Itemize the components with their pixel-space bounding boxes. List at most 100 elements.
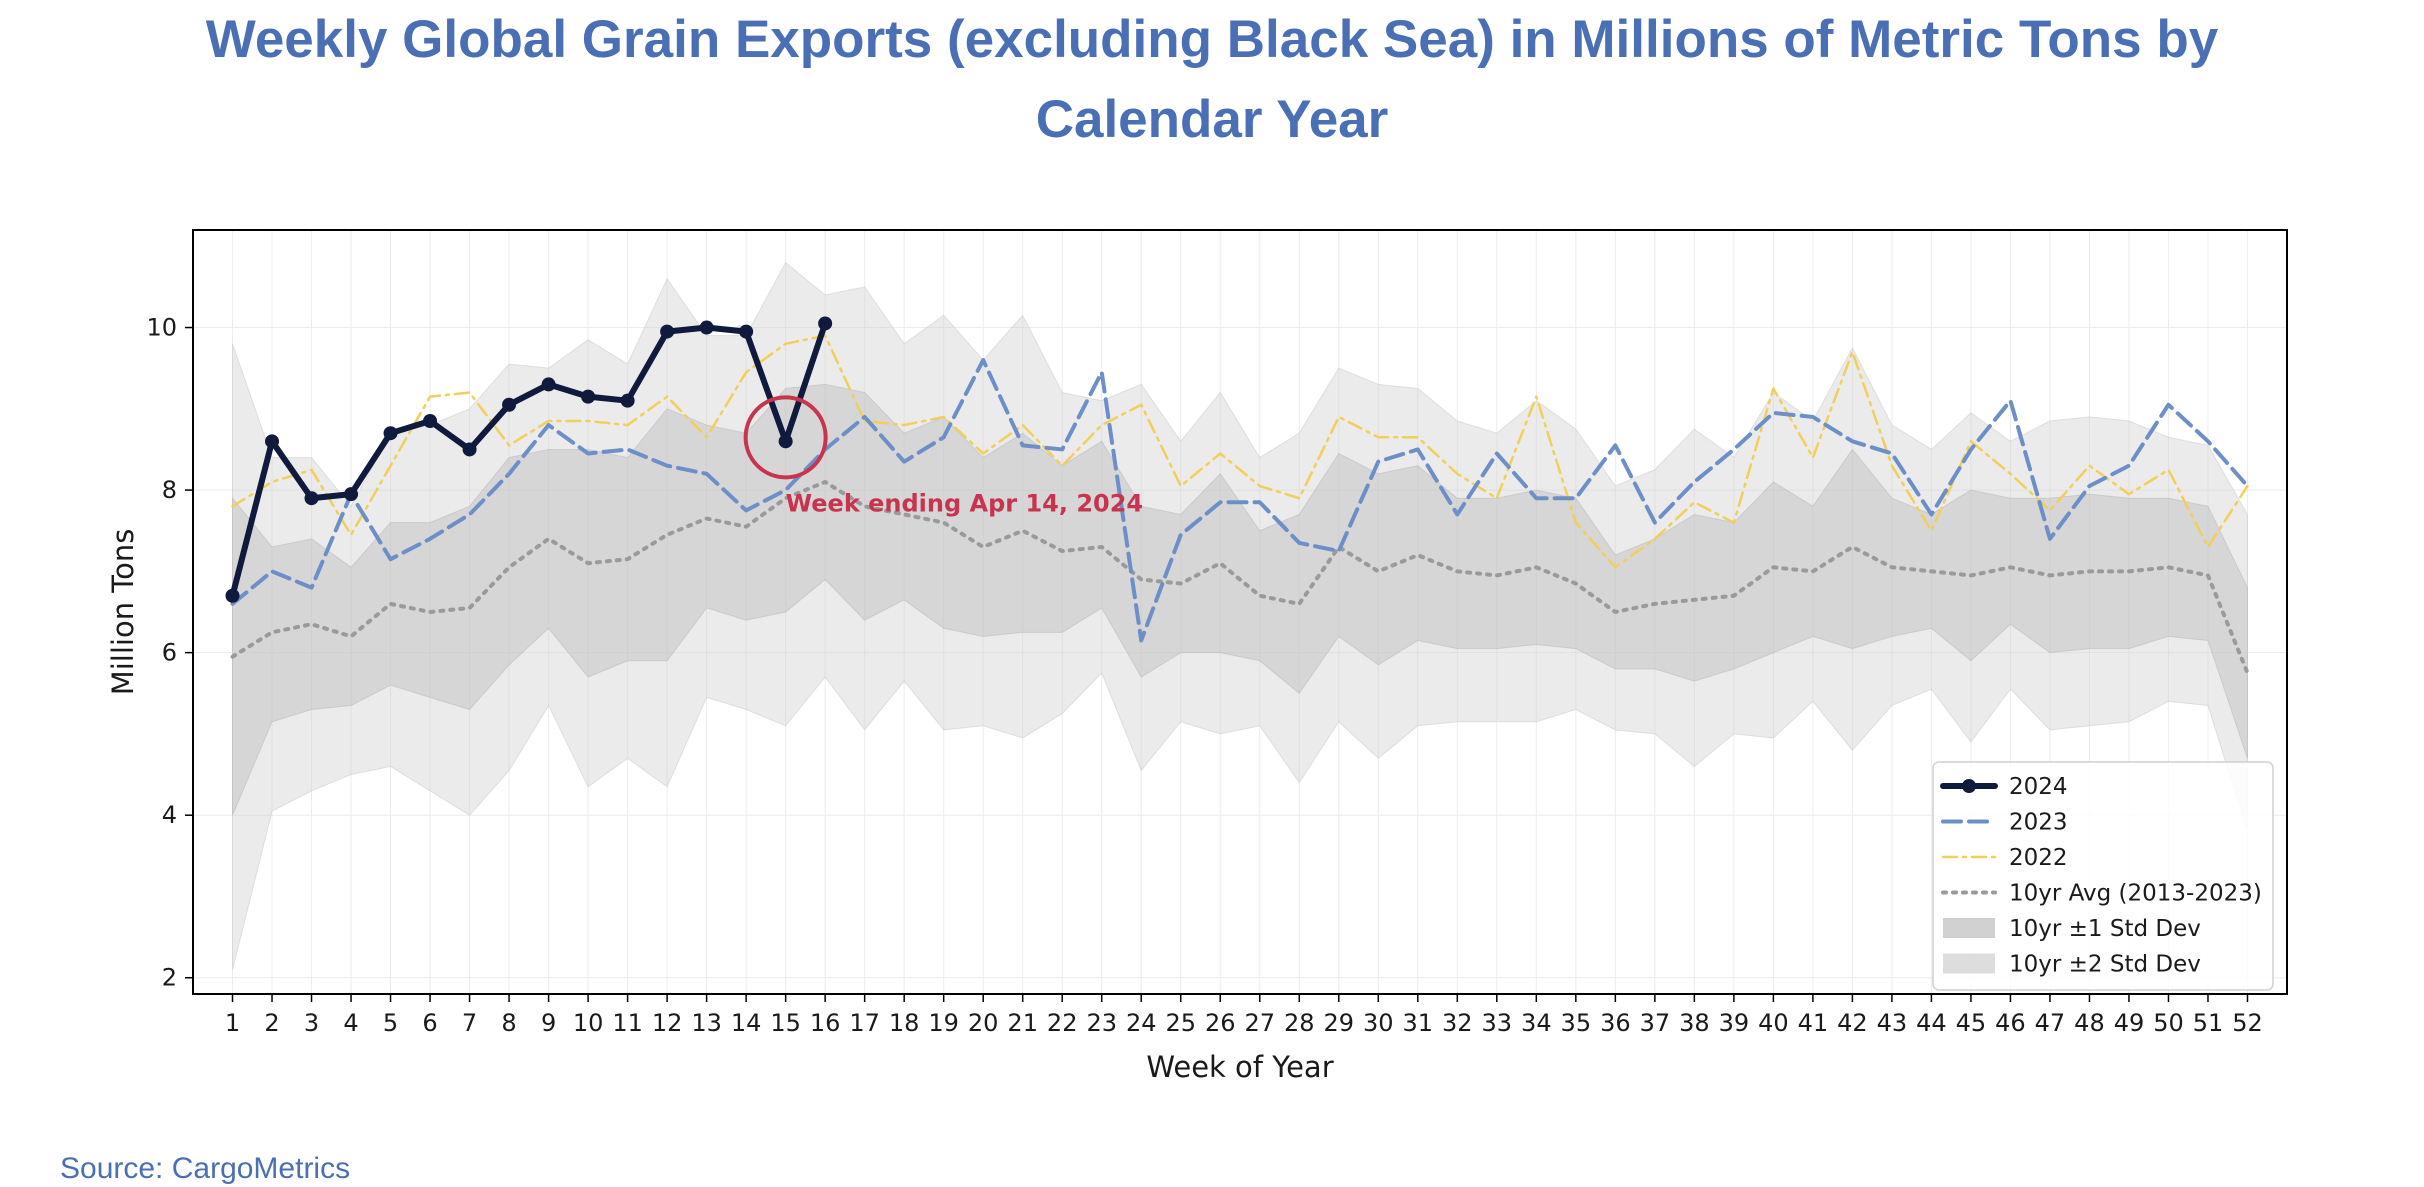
axis-ticks: 1 2 3 4 5 6 7 8 9 10 11 12 13 14 15 16 17 18 19 20 21 22 23 24 2… [146,314,2262,1037]
x-tick-label: 4 [343,1009,358,1037]
y-axis-label: Million Tons [106,529,140,696]
plot-frame [192,229,2288,995]
x-tick-label: 34 [1521,1009,1552,1037]
x-tick-label: 35 [1561,1009,1592,1037]
x-tick-label: 32 [1442,1009,1473,1037]
y-tick-label: 10 [146,314,177,342]
x-tick-label: 31 [1403,1009,1434,1037]
legend-label: 2023 [2009,810,2068,836]
x-tick-label: 6 [422,1009,437,1037]
data-point-2024 [541,377,556,392]
data-point-2024 [502,397,517,412]
y-tick-label: 2 [162,964,177,992]
x-tick-label: 19 [928,1009,959,1037]
data-point-2024 [699,320,714,335]
x-tick-label: 46 [1995,1009,2026,1037]
source-note: Source: CargoMetrics [60,1152,351,1185]
legend-label: 2024 [2009,774,2068,800]
x-tick-label: 17 [849,1009,880,1037]
data-point-2024 [818,316,833,331]
chart-title-line1: Weekly Global Grain Exports (excluding B… [205,10,2219,69]
x-tick-label: 36 [1600,1009,1631,1037]
legend-swatch-10yr ±2 Std Dev [1943,953,1995,974]
x-tick-label: 42 [1837,1009,1868,1037]
series-line-10yr Avg (2013-2023) [230,479,2250,675]
y-tick-label: 8 [162,476,177,504]
x-tick-label: 25 [1165,1009,1196,1037]
x-tick-label: 47 [2035,1009,2066,1037]
x-axis-label: Week of Year [1146,1050,1333,1084]
legend-marker-2024 [1962,779,1976,793]
x-tick-label: 3 [304,1009,319,1037]
annotation-circle [743,395,828,480]
x-tick-label: 16 [810,1009,841,1037]
x-tick-label: 9 [541,1009,556,1037]
x-tick-label: 40 [1758,1009,1789,1037]
data-point-2024 [265,434,280,449]
chart-title: Weekly Global Grain Exports (excluding B… [0,0,2424,160]
x-tick-label: 15 [770,1009,801,1037]
x-tick-label: 5 [383,1009,398,1037]
x-tick-label: 50 [2153,1009,2184,1037]
x-tick-label: 10 [573,1009,604,1037]
legend-label: 10yr ±2 Std Dev [2009,952,2201,978]
data-point-2024 [225,588,240,603]
x-tick-label: 22 [1047,1009,1078,1037]
x-tick-label: 48 [2074,1009,2105,1037]
series-lines [225,316,2250,675]
x-tick-label: 26 [1205,1009,1236,1037]
x-tick-label: 24 [1126,1009,1157,1037]
x-tick-label: 44 [1916,1009,1947,1037]
legend-label: 2022 [2009,845,2068,871]
x-tick-label: 28 [1284,1009,1315,1037]
series-line-2023 [230,358,2250,643]
series-line-2022 [231,334,2249,569]
x-tick-label: 39 [1719,1009,1750,1037]
legend-swatch-10yr ±1 Std Dev [1943,918,1995,938]
x-tick-label: 7 [462,1009,477,1037]
data-point-2024 [660,324,675,339]
x-tick-label: 11 [612,1009,643,1037]
x-tick-label: 13 [691,1009,722,1037]
x-tick-label: 37 [1640,1009,1671,1037]
legend-box [1932,761,2274,991]
y-tick-label: 4 [162,801,177,829]
x-tick-label: 52 [2232,1009,2263,1037]
x-tick-label: 27 [1244,1009,1275,1037]
y-tick-label: 6 [162,639,177,667]
x-tick-label: 45 [1956,1009,1987,1037]
annotation: Week ending Apr 14, 2024 [743,395,1144,517]
chart-title-line2: Calendar Year [1035,90,1389,149]
band-10yr ±1 Std Dev [232,383,2248,816]
x-tick-label: 20 [968,1009,999,1037]
x-tick-label: 23 [1086,1009,1117,1037]
x-tick-label: 33 [1482,1009,1513,1037]
x-tick-label: 18 [889,1009,920,1037]
data-point-2024 [739,324,754,339]
data-point-2024 [304,491,319,506]
x-tick-label: 51 [2193,1009,2224,1037]
legend-label: 10yr ±1 Std Dev [2009,916,2201,942]
x-tick-label: 2 [264,1009,279,1037]
x-tick-label: 14 [731,1009,762,1037]
x-tick-label: 30 [1363,1009,1394,1037]
x-tick-label: 29 [1324,1009,1355,1037]
data-point-2024 [462,442,477,457]
data-point-2024 [423,414,438,428]
legend: 2024 2023 2022 10yr Avg (2013-2023) 10yr ±1 … [1932,761,2274,991]
x-tick-label: 38 [1679,1009,1710,1037]
data-point-2024 [620,393,635,408]
data-point-2024 [383,426,398,441]
x-tick-label: 8 [501,1009,516,1037]
grid-lines [193,230,2287,994]
data-point-2024 [581,389,596,404]
annotation-label: Week ending Apr 14, 2024 [786,489,1144,517]
data-point-2024 [344,487,359,502]
data-point-2024 [778,434,793,449]
x-tick-label: 41 [1798,1009,1829,1037]
series-line-2024 [229,320,829,599]
x-tick-label: 21 [1007,1009,1038,1037]
x-tick-label: 1 [225,1009,240,1037]
legend-label: 10yr Avg (2013-2023) [2009,881,2262,907]
